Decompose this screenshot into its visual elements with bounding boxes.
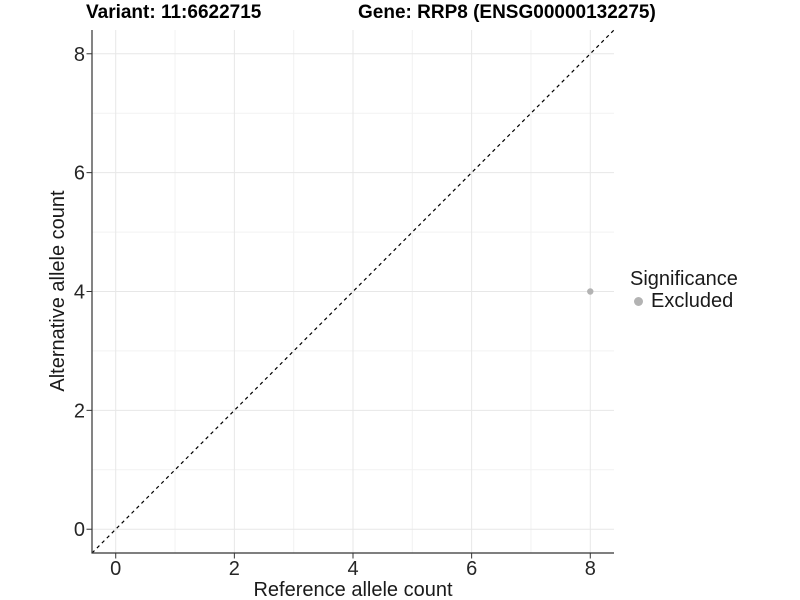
- y-tick-label: 0: [74, 519, 85, 541]
- y-tick-label: 2: [74, 400, 85, 422]
- legend-title: Significance: [630, 268, 738, 290]
- y-tick-label: 4: [74, 282, 85, 304]
- y-tick-label: 8: [74, 44, 85, 66]
- legend: Significance Excluded: [630, 268, 738, 312]
- x-tick-label: 2: [229, 558, 240, 580]
- x-tick-label: 8: [585, 558, 596, 580]
- data-point: [587, 288, 594, 295]
- gene-title: Gene: RRP8 (ENSG00000132275): [358, 2, 656, 23]
- legend-item: Excluded: [630, 290, 738, 312]
- excluded-point-icon: [634, 296, 643, 306]
- x-tick-label: 0: [110, 558, 121, 580]
- x-tick-label: 6: [466, 558, 477, 580]
- legend-item-label: Excluded: [651, 290, 734, 312]
- y-tick-label: 6: [74, 163, 85, 185]
- y-axis-title: Alternative allele count: [47, 190, 69, 392]
- x-axis-title: Reference allele count: [253, 579, 453, 600]
- x-tick-label: 4: [347, 558, 358, 580]
- variant-title: Variant: 11:6622715: [86, 2, 262, 23]
